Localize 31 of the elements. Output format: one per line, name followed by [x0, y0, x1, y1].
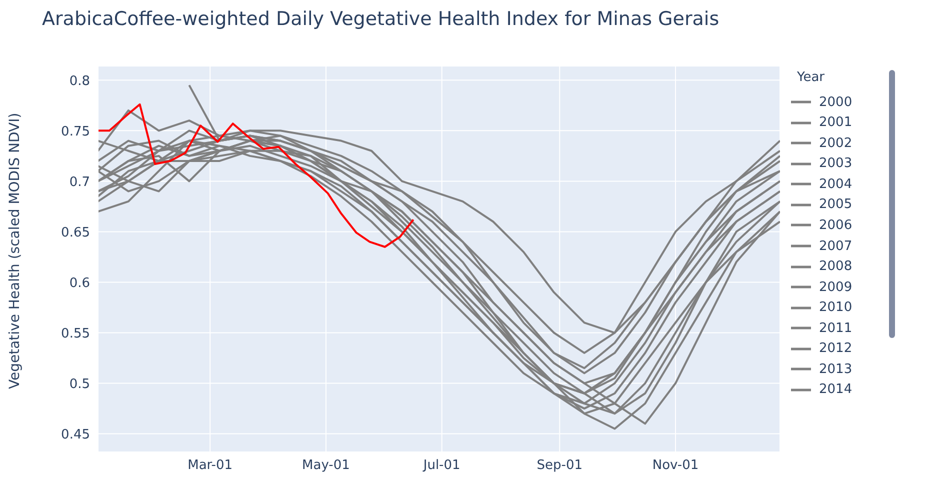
legend-label: 2001 [819, 115, 852, 130]
legend-label: 2012 [819, 341, 852, 356]
x-tick-label: Nov-01 [652, 458, 699, 474]
y-tick-label: 0.65 [61, 225, 90, 240]
legend-label: 2003 [819, 156, 852, 172]
y-tick-label: 0.8 [69, 74, 90, 89]
y-tick-label: 0.6 [69, 276, 90, 291]
y-tick-label: 0.45 [61, 427, 90, 442]
x-tick-label: Jul-01 [422, 458, 460, 474]
legend-label: 2004 [819, 176, 852, 192]
legend-label: 2005 [819, 197, 852, 212]
x-tick-label: May-01 [302, 458, 350, 474]
legend-label: 2006 [819, 218, 852, 233]
legend-label: 2009 [819, 280, 852, 295]
legend-label: 2010 [819, 300, 852, 316]
legend-label: 2000 [819, 94, 852, 110]
x-tick-label: Mar-01 [188, 458, 233, 474]
legend-label: 2013 [819, 362, 852, 377]
y-tick-label: 0.55 [61, 326, 90, 342]
legend-label: 2007 [819, 238, 852, 254]
legend-label: 2011 [819, 320, 852, 336]
legend-label: 2002 [819, 136, 852, 151]
y-axis-title: Vegetative Health (scaled MODIS NDVI) [6, 112, 23, 389]
legend-label: 2014 [819, 382, 852, 398]
y-tick-label: 0.5 [69, 376, 90, 392]
y-tick-label: 0.7 [69, 174, 90, 190]
chart-title: ArabicaCoffee-weighted Daily Vegetative Health Index for Minas Gerais [42, 8, 720, 30]
y-tick-label: 0.75 [61, 124, 90, 140]
legend-title: Year [797, 70, 825, 85]
legend-label: 2008 [819, 259, 852, 274]
x-tick-label: Sep-01 [536, 458, 583, 474]
